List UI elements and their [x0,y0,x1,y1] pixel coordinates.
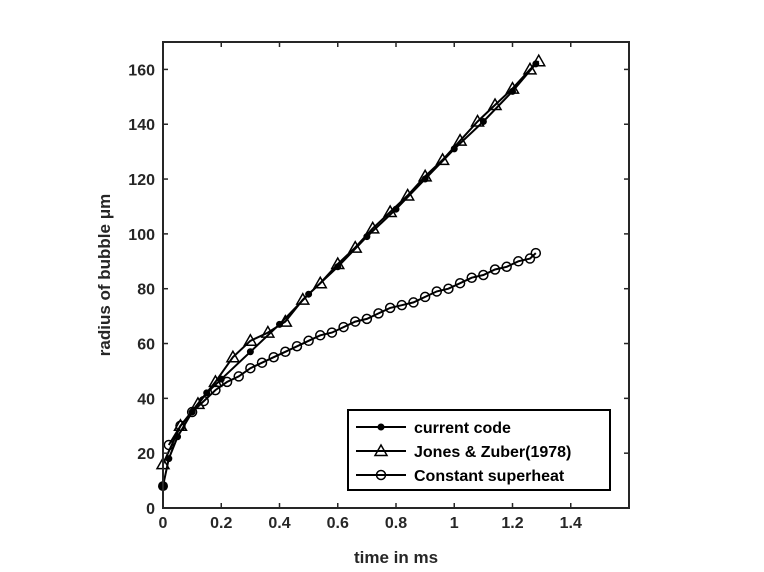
data-point [452,133,468,146]
data-point [330,256,346,270]
data-point [291,341,303,352]
data-point [466,272,477,283]
x-tick-label: 0.6 [327,515,349,532]
series-1 [155,53,547,470]
data-point [303,335,314,347]
data-point [243,333,258,347]
data-point [396,299,408,311]
data-point [208,374,223,388]
y-tick-label: 20 [137,446,155,463]
data-point [175,420,186,432]
data-point [443,283,454,294]
data-point [382,204,398,218]
y-tick-label: 60 [137,337,155,354]
legend-entry: Jones & Zuber(1978) [356,443,571,461]
data-point [431,286,443,297]
data-point [361,313,373,325]
data-point [489,264,501,275]
data-point [501,261,512,273]
legend: current code Jones & Zuber(1978) Constant … [347,409,611,491]
data-point [531,53,547,67]
data-point [417,168,433,182]
data-point [487,97,503,111]
series-line [162,60,540,465]
data-point [435,152,450,166]
legend-marker [375,469,387,481]
data-point [315,330,326,341]
data-point [210,384,221,396]
x-tick-label: 1.4 [560,515,582,532]
data-point [338,321,349,333]
legend-entry: Constant superheat [356,468,565,485]
x-tick-label: 0.2 [210,515,232,532]
data-point [198,395,210,407]
data-point [349,316,361,327]
data-point [373,308,384,319]
data-point [278,314,293,327]
data-point [347,240,363,253]
data-point [513,256,524,267]
y-tick-label: 40 [137,391,155,408]
x-axis-label: time in ms [354,548,438,567]
data-point [524,253,536,264]
data-point [163,439,175,451]
legend-label: current code [414,420,511,437]
data-point [260,325,276,338]
data-point [245,362,256,374]
x-tick-label: 1.2 [501,515,523,532]
data-point [400,187,415,201]
data-point [384,302,396,314]
y-tick-label: 160 [128,62,155,79]
legend-marker [377,423,385,431]
data-point [268,351,279,363]
data-point [312,275,328,289]
y-tick-label: 0 [146,501,155,518]
legend-label: Constant superheat [414,468,565,485]
y-tick-label: 120 [128,172,155,189]
data-point [256,357,268,368]
data-point [419,291,431,303]
data-point [478,269,489,281]
y-tick-label: 100 [128,227,155,244]
x-tick-label: 0.8 [385,515,407,532]
x-tick-label: 0.4 [268,515,290,532]
data-point [280,346,291,358]
series-2 [163,247,542,451]
data-point [470,113,485,127]
data-point [186,406,198,418]
data-point [295,292,311,305]
legend-label: Jones & Zuber(1978) [414,444,571,461]
series-layer [155,53,547,492]
data-point [454,277,466,289]
data-point [505,81,520,94]
data-point [233,371,244,382]
legend-entry: current code [356,420,511,437]
x-tick-label: 1 [450,515,459,532]
data-point [408,297,419,308]
data-point [530,247,542,259]
data-point [221,376,233,388]
legend-marker [373,443,389,457]
data-point [326,327,338,338]
data-point [522,61,538,75]
tick-layer: 0 0.2 0.4 0.6 0.8 1 1.2 1.4 0 20 40 60 80 100 120 140 16… [128,42,629,532]
y-tick-label: 140 [128,117,155,134]
y-tick-label: 80 [137,282,155,299]
x-tick-label: 0 [159,515,168,532]
data-point [246,348,254,356]
data-point [225,349,241,363]
data-point [365,220,380,234]
y-axis-label: radius of bubble μm [95,194,114,356]
